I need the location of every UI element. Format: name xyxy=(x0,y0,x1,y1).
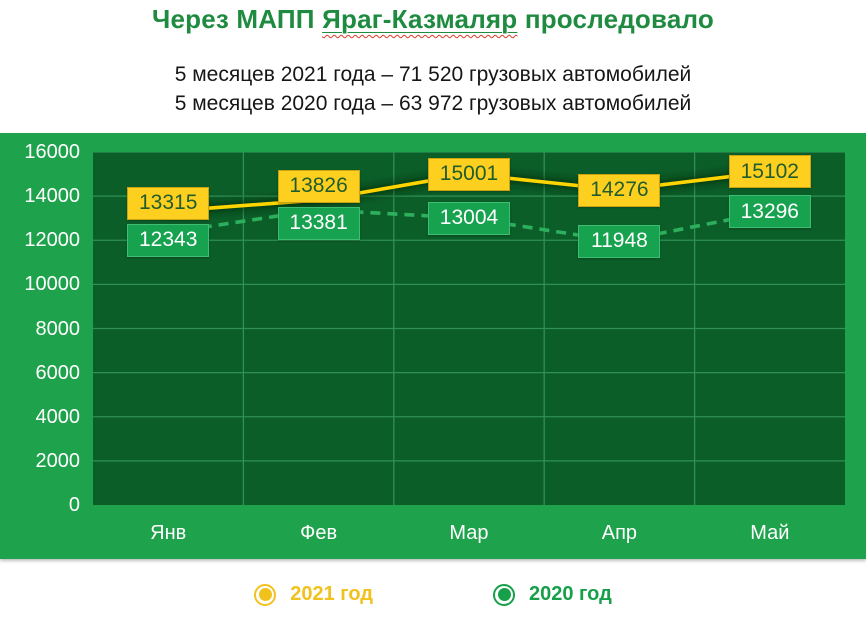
title-highlight-spellcheck: Яраг-Казмаляр xyxy=(322,4,517,34)
y-tick-label: 10000 xyxy=(24,273,80,296)
y-tick-label: 6000 xyxy=(35,361,81,384)
data-label-2020: 13381 xyxy=(277,206,360,240)
x-axis-label: Мар xyxy=(449,522,489,544)
legend-marker-fill xyxy=(497,588,511,601)
y-tick-label: 0 xyxy=(68,494,80,516)
legend-label: 2021 год xyxy=(290,583,373,605)
plot-area: 13315 12343 13826 13381 15001 13004 14276 11948… xyxy=(93,152,845,505)
y-tick-label: 12000 xyxy=(24,229,80,252)
page-title: Через МАПП Яраг-Казмаляр проследовало xyxy=(0,4,866,35)
data-label-2020: 13004 xyxy=(428,201,510,235)
subtitle: 5 месяцев 2021 года – 71 520 грузовых ав… xyxy=(0,60,866,118)
title-prefix: Через МАПП xyxy=(152,4,323,34)
yellow-circle-icon xyxy=(254,583,277,606)
green-circle-icon xyxy=(493,583,515,606)
title-suffix: проследовало xyxy=(517,4,714,34)
legend-item-2020: 2020 год xyxy=(493,583,612,606)
x-axis-label: Апр xyxy=(601,522,638,544)
legend-label: 2020 год xyxy=(529,583,612,605)
x-axis-label: Янв xyxy=(150,522,187,544)
subtitle-line-2021: 5 месяцев 2021 года – 71 520 грузовых ав… xyxy=(174,63,692,86)
data-label-2021: 15102 xyxy=(728,155,811,189)
y-tick-label: 8000 xyxy=(35,317,81,340)
y-tick-label: 4000 xyxy=(35,405,81,428)
data-label-2021: 15001 xyxy=(428,157,510,191)
data-label-2020: 12343 xyxy=(127,223,210,257)
data-label-2021: 13315 xyxy=(127,186,210,220)
data-label-2020: 13296 xyxy=(728,195,811,229)
x-axis-label: Май xyxy=(750,522,790,544)
legend-marker-fill xyxy=(258,588,272,601)
title-highlight: Яраг-Казмаляр xyxy=(322,4,518,34)
chart-area: 13315 12343 13826 13381 15001 13004 14276 11948… xyxy=(0,133,866,559)
y-tick-label: 16000 xyxy=(24,141,80,163)
data-label-2021: 13826 xyxy=(277,169,360,203)
legend-item-2021: 2021 год xyxy=(254,583,373,606)
y-tick-label: 14000 xyxy=(24,185,80,208)
subtitle-line-2020: 5 месяцев 2020 года – 63 972 грузовых ав… xyxy=(174,92,692,115)
data-label-2021: 14276 xyxy=(578,173,661,207)
chart-legend: 2021 год 2020 год xyxy=(0,583,866,606)
y-tick-label: 2000 xyxy=(35,449,81,472)
x-axis-label: Фев xyxy=(300,522,338,544)
data-label-2020: 11948 xyxy=(578,224,661,258)
